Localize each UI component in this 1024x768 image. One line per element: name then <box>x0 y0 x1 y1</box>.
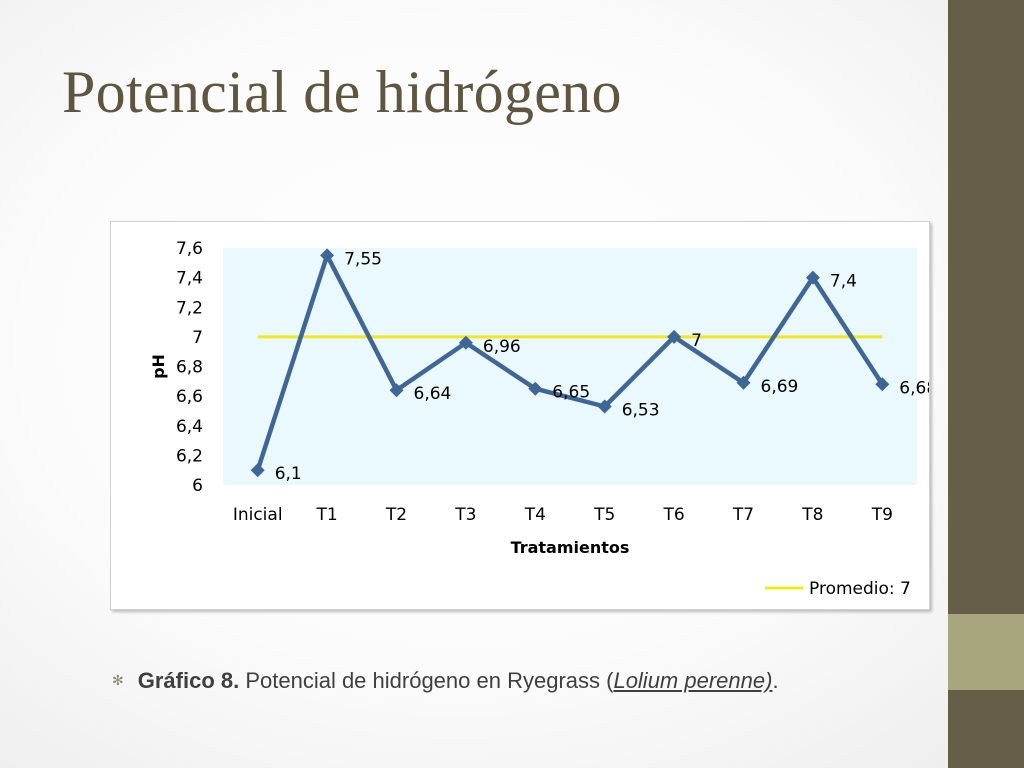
data-point-marker <box>875 377 890 392</box>
figure-caption: ✻ Gráfico 8. Potencial de hidrógeno en Ry… <box>112 668 779 694</box>
x-tick-label: T3 <box>454 505 476 525</box>
caption-text: Potencial de hidrógeno en Ryegrass ( <box>239 668 614 693</box>
y-tick-label: 7 <box>192 328 203 348</box>
y-tick-label: 7,4 <box>176 269 203 289</box>
side-decor-accent <box>948 614 1024 690</box>
y-tick-label: 6,4 <box>176 417 203 437</box>
series-markers <box>250 248 890 478</box>
data-point-marker <box>805 270 820 285</box>
y-tick-label: 7,6 <box>176 239 203 259</box>
data-point-marker <box>250 463 265 478</box>
slide-title: Potencial de hidrógeno <box>62 59 622 125</box>
y-tick-label: 6 <box>192 476 203 496</box>
data-label: 6,65 <box>552 383 590 403</box>
caption-label: Gráfico 8. <box>137 668 240 693</box>
data-point-marker <box>320 248 335 263</box>
x-axis-title: Tratamientos <box>511 538 630 557</box>
data-point-marker <box>389 383 404 398</box>
data-label: 6,68 <box>899 378 929 398</box>
caption-end: . <box>772 668 779 693</box>
data-label: 6,1 <box>275 464 302 484</box>
chart-frame: 6 6,2 6,4 6,6 6,8 7 7,2 7,4 7,6 Inicial T1 T2 T3 T4 T… <box>110 221 930 610</box>
plot-area <box>223 248 917 485</box>
x-tick-label: T2 <box>385 505 407 525</box>
data-label: 7,55 <box>344 249 382 269</box>
data-point-marker <box>736 375 751 390</box>
x-tick-label: T8 <box>801 505 823 525</box>
data-label: 6,96 <box>483 337 521 357</box>
data-label: 6,64 <box>414 384 452 404</box>
legend-label-average: Promedio: 7 <box>809 579 911 599</box>
line-chart: 6 6,2 6,4 6,6 6,8 7 7,2 7,4 7,6 Inicial T1 T2 T3 T4 T… <box>149 239 929 599</box>
x-tick-label: T5 <box>593 505 615 525</box>
data-label: 6,53 <box>622 400 660 420</box>
data-label: 7,4 <box>830 272 857 292</box>
x-tick-label: T1 <box>315 505 337 525</box>
y-tick-label: 6,8 <box>176 358 203 378</box>
series-line-ph <box>255 253 885 471</box>
x-tick-label: Inicial <box>233 505 283 525</box>
y-tick-label: 7,2 <box>176 298 203 318</box>
data-label: 7 <box>691 331 702 351</box>
bullet-icon: ✻ <box>112 672 124 688</box>
data-point-marker <box>667 329 682 344</box>
data-labels: 6,1 7,55 6,64 6,96 6,65 6,53 7 6,69 7,4 6,68 <box>275 249 929 484</box>
x-tick-label: T9 <box>871 505 893 525</box>
y-tick-label: 6,6 <box>176 387 203 407</box>
x-tick-label: T7 <box>732 505 754 525</box>
y-axis-title: pH <box>149 354 168 379</box>
x-axis-ticks: Inicial T1 T2 T3 T4 T5 T6 T7 T8 T9 <box>233 505 893 525</box>
y-tick-label: 6,2 <box>176 446 203 466</box>
x-tick-label: T6 <box>662 505 684 525</box>
x-tick-label: T4 <box>524 505 546 525</box>
data-point-marker <box>597 399 612 414</box>
data-point-marker <box>458 335 473 350</box>
data-point-marker <box>528 381 543 396</box>
data-label: 6,69 <box>761 377 799 397</box>
legend: Promedio: 7 <box>765 579 911 599</box>
y-axis-ticks: 6 6,2 6,4 6,6 6,8 7 7,2 7,4 7,6 <box>176 239 203 496</box>
caption-species: Lolium perenne) <box>613 668 773 693</box>
